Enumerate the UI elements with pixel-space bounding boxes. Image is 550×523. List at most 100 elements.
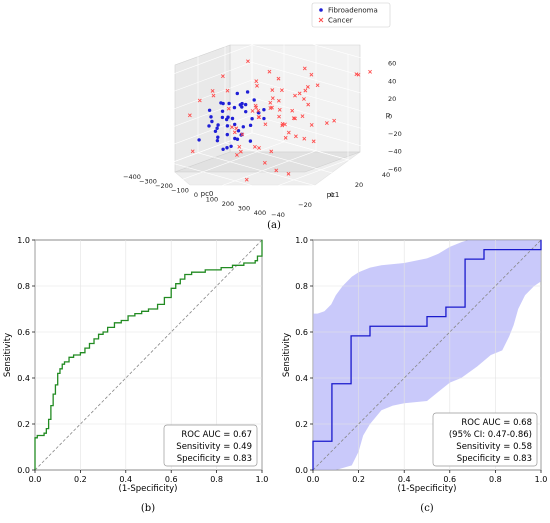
gridline bbox=[143, 44, 253, 86]
fibroadenoma-point bbox=[244, 109, 248, 114]
cancer-point-stroke bbox=[232, 130, 237, 135]
y-tick-label: 0.8 bbox=[17, 282, 30, 291]
panel-b-caption: (b) bbox=[141, 503, 155, 514]
grid-c bbox=[312, 239, 542, 471]
cancer-point bbox=[210, 88, 215, 93]
fibroadenoma-point bbox=[225, 124, 230, 128]
fibroadenoma-point bbox=[215, 138, 220, 143]
cancer-point-stroke bbox=[286, 171, 291, 176]
fibroadenoma-point bbox=[197, 138, 201, 142]
cancer-point bbox=[324, 121, 329, 125]
cancer-point-stroke bbox=[190, 149, 195, 154]
cancer-point-stroke bbox=[230, 125, 234, 130]
cancer-point bbox=[197, 98, 202, 103]
fibroadenoma-point bbox=[230, 116, 235, 121]
pc0-tick-label: −100 bbox=[171, 186, 189, 194]
cancer-point bbox=[280, 123, 285, 128]
cancer-point-stroke bbox=[267, 69, 272, 74]
cancer-point-stroke bbox=[256, 115, 261, 119]
cancer-point bbox=[311, 139, 316, 144]
cancer-point bbox=[286, 130, 291, 135]
y-axis-label-c: Sensitivity bbox=[282, 333, 292, 377]
gridline bbox=[143, 26, 253, 68]
cancer-point bbox=[302, 66, 307, 71]
y-tick-label: 0.2 bbox=[17, 420, 30, 429]
pc0-tick-label: 300 bbox=[238, 204, 250, 212]
cancer-point bbox=[268, 100, 273, 105]
y-tick-label: 0.6 bbox=[17, 328, 30, 337]
fibroadenoma-point bbox=[233, 136, 237, 141]
cancer-point bbox=[269, 149, 274, 154]
p-tick-label: 60 bbox=[388, 60, 396, 68]
x-tick-label: 0.8 bbox=[489, 475, 502, 484]
cancer-point-stroke bbox=[277, 114, 281, 119]
x-tick-label: 0.0 bbox=[307, 475, 320, 484]
annotation-b-line: ROC AUC = 0.67 bbox=[181, 430, 252, 440]
cancer-point-stroke bbox=[283, 122, 287, 127]
annotation-c: ROC AUC = 0.68 (95% CI: 0.47-0.86) Sensi… bbox=[432, 412, 538, 467]
diagonal-line bbox=[34, 239, 263, 471]
fibroadenoma-point bbox=[229, 144, 233, 148]
cancer-point-stroke bbox=[293, 116, 297, 121]
x-ticks-b: 0.0 0.2 0.4 0.6 0.8 1.0 bbox=[29, 470, 268, 484]
cancer-point bbox=[190, 149, 195, 154]
cancer-point-stroke bbox=[309, 123, 314, 127]
diagonal-b bbox=[34, 239, 263, 471]
pc1-ticks: −40 −20 0 20 40 bbox=[271, 171, 390, 219]
legend-cancer-marker bbox=[318, 17, 324, 23]
fibroadenoma-point bbox=[220, 109, 225, 114]
y-tick-label: 0.8 bbox=[295, 282, 308, 291]
cancer-point-stroke bbox=[240, 132, 245, 137]
pc0-tick-label: 0 bbox=[194, 191, 198, 199]
p-ticks: −60 −40 −20 0 20 40 60 bbox=[388, 60, 402, 174]
fibroadenoma-point bbox=[226, 115, 230, 119]
fibroadenoma-point bbox=[220, 115, 225, 120]
fibroadenoma-point bbox=[221, 147, 225, 151]
fibroadenoma-points bbox=[197, 90, 266, 151]
cancer-point bbox=[305, 84, 310, 89]
cancer-point-stroke bbox=[263, 122, 268, 127]
cancer-point-stroke bbox=[238, 149, 243, 154]
cancer-point-stroke bbox=[311, 139, 316, 144]
cancer-points bbox=[187, 59, 372, 182]
cancer-point bbox=[250, 109, 255, 113]
panel-b-roc: 0.0 0.2 0.4 0.6 0.8 1.0 0.0 0.2 0.4 0.6 0.8 1.0 (1… bbox=[3, 236, 268, 514]
cancer-point-stroke bbox=[246, 59, 250, 64]
fibroadenoma-point bbox=[216, 135, 220, 139]
pc0-ticks: −400−300−200−100 0 100 200 300 400 bbox=[123, 173, 266, 217]
cancer-point-stroke bbox=[290, 108, 295, 113]
cancer-point bbox=[211, 93, 216, 98]
cancer-point-stroke bbox=[302, 136, 307, 141]
roc-curve bbox=[34, 240, 263, 470]
pc0-tick-label: 400 bbox=[254, 209, 266, 217]
cancer-point-stroke bbox=[256, 108, 261, 113]
fibroadenoma-point bbox=[252, 98, 256, 102]
cancer-point-stroke bbox=[262, 160, 267, 165]
cancer-point-stroke bbox=[283, 135, 288, 140]
fibroadenoma-point bbox=[248, 123, 253, 128]
cancer-point-stroke bbox=[234, 126, 239, 131]
cancer-point-stroke bbox=[309, 72, 314, 77]
cancer-point-stroke bbox=[220, 74, 225, 79]
annotation-c-line: ROC AUC = 0.68 bbox=[461, 418, 532, 428]
cancer-point bbox=[225, 88, 230, 93]
cancer-point bbox=[303, 88, 308, 93]
fibroadenoma-point bbox=[262, 108, 266, 112]
cancer-point bbox=[187, 113, 192, 118]
cancer-point-stroke bbox=[306, 102, 311, 107]
gridline bbox=[143, 114, 253, 156]
y-tick-label: 0.0 bbox=[295, 466, 308, 475]
cancer-point bbox=[315, 83, 320, 88]
cancer-point bbox=[232, 130, 237, 135]
fibroadenoma-point bbox=[207, 108, 212, 112]
cancer-point bbox=[274, 168, 279, 173]
cancer-point-stroke bbox=[210, 88, 215, 93]
y-axis-label-b: Sensitivity bbox=[3, 333, 13, 377]
cancer-point-stroke bbox=[252, 144, 257, 149]
cancer-point bbox=[255, 83, 259, 88]
cancer-point bbox=[237, 144, 242, 149]
fibroadenoma-point bbox=[241, 125, 245, 129]
gridline bbox=[251, 132, 381, 170]
diagonal-line bbox=[312, 239, 542, 471]
cancer-point bbox=[332, 118, 337, 123]
